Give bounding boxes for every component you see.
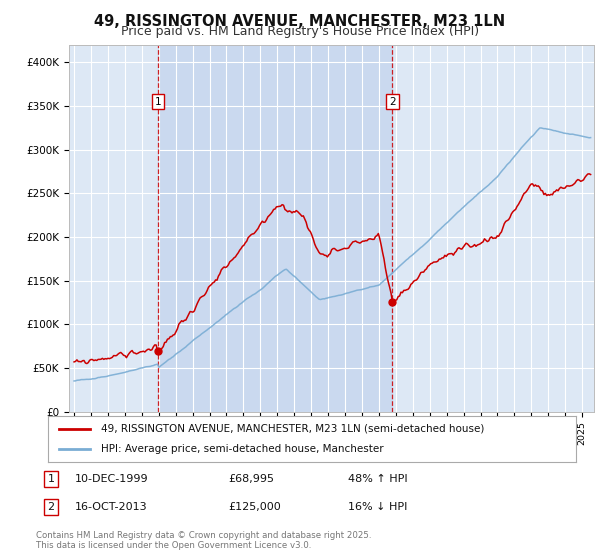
Text: 2: 2 [389,96,395,106]
Text: Contains HM Land Registry data © Crown copyright and database right 2025.
This d: Contains HM Land Registry data © Crown c… [36,530,371,550]
Text: 16-OCT-2013: 16-OCT-2013 [75,502,148,512]
Text: 49, RISSINGTON AVENUE, MANCHESTER, M23 1LN (semi-detached house): 49, RISSINGTON AVENUE, MANCHESTER, M23 1… [101,424,484,434]
Bar [158,45,392,412]
Text: 2: 2 [47,502,55,512]
Text: HPI: Average price, semi-detached house, Manchester: HPI: Average price, semi-detached house,… [101,444,383,454]
Text: £125,000: £125,000 [228,502,281,512]
Text: 48% ↑ HPI: 48% ↑ HPI [348,474,407,484]
Text: Price paid vs. HM Land Registry's House Price Index (HPI): Price paid vs. HM Land Registry's House … [121,25,479,38]
Text: 16% ↓ HPI: 16% ↓ HPI [348,502,407,512]
Text: 1: 1 [155,96,161,106]
Text: 1: 1 [47,474,55,484]
Text: 49, RISSINGTON AVENUE, MANCHESTER, M23 1LN: 49, RISSINGTON AVENUE, MANCHESTER, M23 1… [94,14,506,29]
Text: £68,995: £68,995 [228,474,274,484]
Text: 10-DEC-1999: 10-DEC-1999 [75,474,149,484]
